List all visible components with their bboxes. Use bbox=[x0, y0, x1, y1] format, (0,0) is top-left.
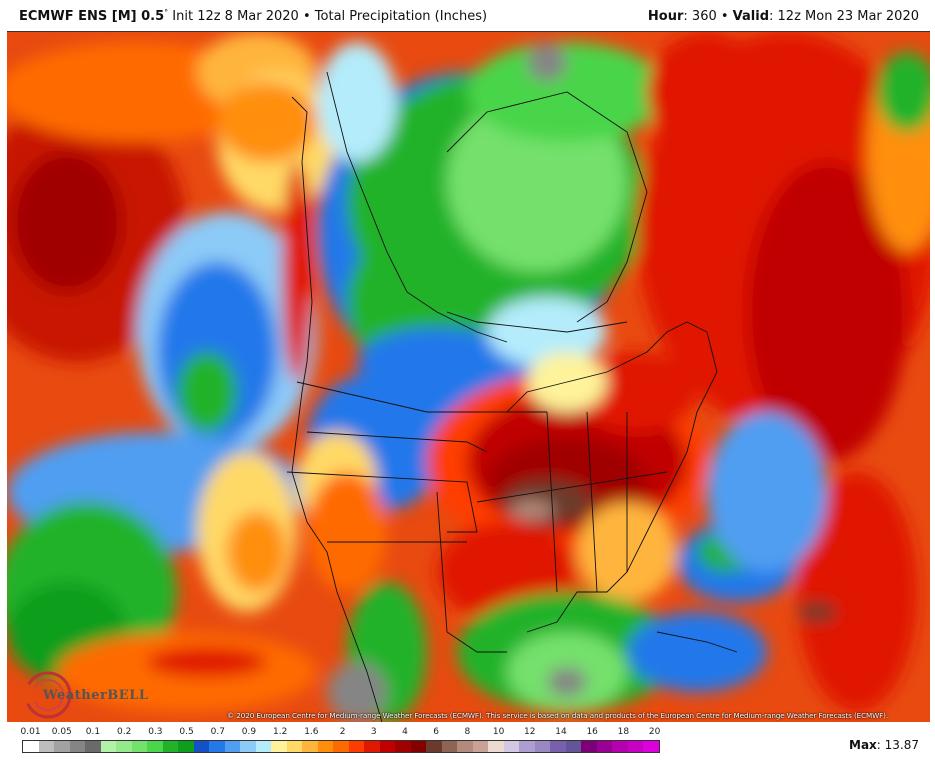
legend-label: 2 bbox=[339, 727, 346, 737]
hour-label: Hour bbox=[647, 9, 684, 24]
legend-swatch bbox=[410, 741, 426, 752]
legend-label: 0.05 bbox=[51, 727, 72, 737]
model-name: ECMWF ENS [M] 0.5 bbox=[19, 9, 165, 24]
legend-swatch bbox=[162, 741, 178, 752]
legend-label: 1.6 bbox=[304, 727, 319, 737]
init-time: Init 12z 8 Mar 2020 bbox=[168, 9, 299, 24]
legend-swatch bbox=[302, 741, 318, 752]
legend-swatch bbox=[116, 741, 132, 752]
valid-value: : 12z Mon 23 Mar 2020 bbox=[769, 9, 919, 24]
chart-title: ECMWF ENS [M] 0.5° Init 12z 8 Mar 2020 •… bbox=[19, 8, 488, 24]
legend-swatch bbox=[488, 741, 504, 752]
legend-swatch bbox=[348, 741, 364, 752]
separator: • bbox=[716, 9, 733, 24]
legend-swatch bbox=[69, 741, 85, 752]
legend-swatch bbox=[255, 741, 271, 752]
max-value: Max: 13.87 bbox=[849, 738, 919, 752]
legend-swatch bbox=[85, 741, 101, 752]
legend-label: 0.1 bbox=[85, 727, 101, 737]
hour-value: : 360 bbox=[683, 9, 717, 24]
valid-label: Valid bbox=[732, 9, 770, 24]
legend-swatch bbox=[54, 741, 70, 752]
legend-label: 20 bbox=[648, 727, 661, 737]
legend-swatch bbox=[147, 741, 163, 752]
copyright-notice: © 2020 European Centre for Medium-range … bbox=[227, 711, 889, 720]
legend-swatch bbox=[38, 741, 54, 752]
legend-swatch bbox=[240, 741, 256, 752]
legend-label: 1.2 bbox=[273, 727, 288, 737]
legend-swatch bbox=[333, 741, 349, 752]
legend-swatch bbox=[23, 741, 39, 752]
legend-swatch bbox=[209, 741, 225, 752]
max-label: Max bbox=[849, 738, 877, 752]
separator: • bbox=[298, 9, 315, 24]
legend-swatch bbox=[550, 741, 566, 752]
legend-swatch bbox=[534, 741, 550, 752]
degree-symbol: ° bbox=[164, 8, 169, 17]
header: ECMWF ENS [M] 0.5° Init 12z 8 Mar 2020 •… bbox=[0, 0, 935, 31]
legend-color-bar bbox=[22, 740, 660, 753]
legend-labels: 0.01 0.05 0.1 0.2 0.3 0.5 0.7 0.9 1.2 1.6 2 3 4 6 8 10 1… bbox=[20, 727, 672, 739]
legend-swatch bbox=[286, 741, 302, 752]
legend-label: 12 bbox=[524, 727, 536, 737]
legend-swatch bbox=[131, 741, 147, 752]
legend-swatch bbox=[224, 741, 240, 752]
legend-label: 8 bbox=[464, 727, 471, 737]
legend-swatch bbox=[581, 741, 597, 752]
legend-label: 0.5 bbox=[179, 727, 194, 737]
max-number: : 13.87 bbox=[876, 738, 919, 752]
legend-label: 0.7 bbox=[210, 727, 225, 737]
legend-swatch bbox=[441, 741, 457, 752]
legend-label: 14 bbox=[555, 727, 567, 737]
logo-text: WeatherBELL bbox=[43, 688, 149, 703]
product-name: Total Precipitation (Inches) bbox=[314, 9, 488, 24]
legend-swatch bbox=[596, 741, 612, 752]
legend-swatch bbox=[643, 741, 659, 752]
legend-swatch bbox=[627, 741, 643, 752]
legend-swatch bbox=[193, 741, 209, 752]
legend-label: 0.01 bbox=[20, 727, 41, 737]
legend-swatch bbox=[519, 741, 535, 752]
legend-label: 18 bbox=[617, 727, 630, 737]
weatherbell-logo: WeatherBELL bbox=[21, 668, 148, 722]
legend-label: 0.3 bbox=[148, 727, 163, 737]
legend-swatch bbox=[503, 741, 519, 752]
color-legend: 0.01 0.05 0.1 0.2 0.3 0.5 0.7 0.9 1.2 1.6 2 3 4 6 8 10 1… bbox=[20, 727, 672, 757]
legend-label: 0.2 bbox=[117, 727, 132, 737]
legend-swatch bbox=[457, 741, 473, 752]
swirl-icon bbox=[24, 671, 72, 719]
legend-label: 0.9 bbox=[241, 727, 257, 737]
legend-swatch bbox=[565, 741, 581, 752]
legend-swatch bbox=[317, 741, 333, 752]
precipitation-field bbox=[7, 32, 930, 722]
legend-label: 6 bbox=[433, 727, 440, 737]
legend-label: 3 bbox=[370, 727, 377, 737]
legend-swatch bbox=[472, 741, 488, 752]
forecast-time: Hour: 360 • Valid: 12z Mon 23 Mar 2020 bbox=[648, 9, 919, 24]
legend-swatch bbox=[364, 741, 380, 752]
legend-swatch bbox=[612, 741, 628, 752]
legend-swatch bbox=[100, 741, 116, 752]
precipitation-map: WeatherBELL © 2020 European Centre for M… bbox=[7, 31, 930, 722]
legend-swatch bbox=[178, 741, 194, 752]
legend-label: 16 bbox=[586, 727, 598, 737]
legend-label: 4 bbox=[402, 727, 408, 737]
legend-label: 10 bbox=[492, 727, 505, 737]
legend-swatch bbox=[395, 741, 411, 752]
legend-swatch bbox=[271, 741, 287, 752]
legend-swatch bbox=[379, 741, 395, 752]
legend-swatch bbox=[426, 741, 442, 752]
